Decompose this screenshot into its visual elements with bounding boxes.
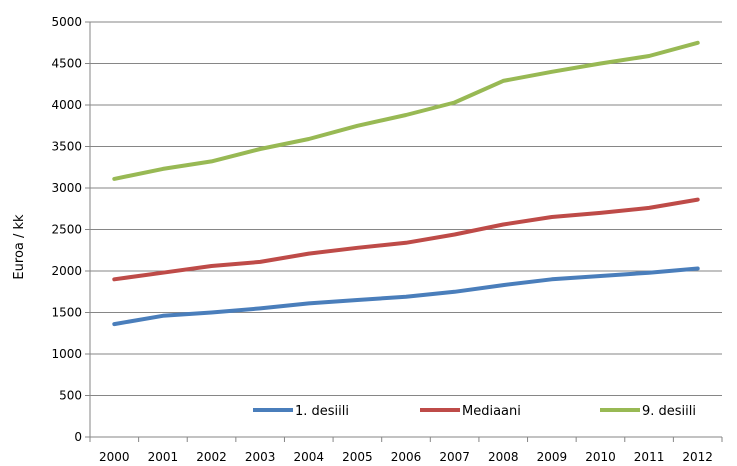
y-tick-label: 5000 [51,15,82,29]
legend-label: Mediaani [462,404,521,419]
x-tick-label: 2000 [99,450,130,464]
x-tick-label: 2010 [585,450,616,464]
x-tick-label: 2011 [634,450,665,464]
series-line [112,40,700,181]
x-tick-label: 2008 [488,450,519,464]
x-tick-label: 2005 [342,450,373,464]
y-tick-label: 4500 [51,57,82,71]
y-tick-label: 4000 [51,98,82,112]
y-axis-label: Euroa / kk [12,214,27,280]
y-tick-label: 3500 [51,140,82,154]
y-tick-label: 1000 [51,347,82,361]
y-tick-label: 2000 [51,264,82,278]
x-tick-label: 2004 [293,450,324,464]
x-tick-label: 2009 [537,450,568,464]
series-lines [112,40,700,327]
series-line [112,266,700,327]
y-tick-label: 0 [74,430,82,444]
series-line [112,197,700,282]
y-tick-label: 2500 [51,223,82,237]
x-axis-ticks: 2000 2001 2002 2003 2004 2005 2006 2007 2008 2009… [89,437,723,464]
y-tick-label: 3000 [51,181,82,195]
legend-label: 9. desiili [642,404,696,419]
x-tick-label: 2003 [245,450,276,464]
x-tick-label: 2007 [439,450,470,464]
y-tick-label: 1500 [51,306,82,320]
x-tick-label: 2012 [682,450,713,464]
legend: 1. desiili Mediaani 9. desiili [253,404,696,419]
legend-label: 1. desiili [295,404,349,419]
x-tick-label: 2006 [391,450,422,464]
y-tick-label: 500 [59,389,82,403]
x-tick-label: 2001 [148,450,179,464]
y-axis-ticks: 0 500 1000 1500 2000 2500 3000 3500 4000 4500 5000 [51,15,90,444]
x-tick-label: 2002 [196,450,227,464]
